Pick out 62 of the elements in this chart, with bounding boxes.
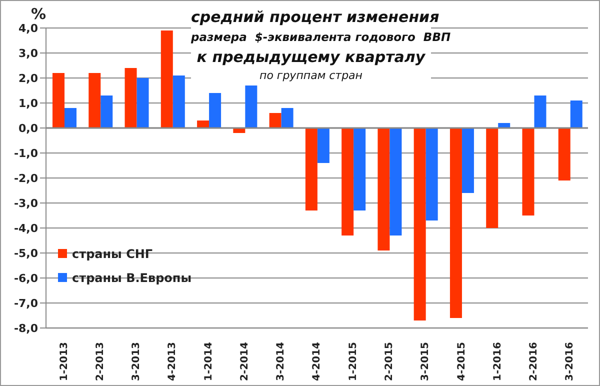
x-tick-label: 4-2015: [456, 342, 468, 381]
y-tick-label: 0,0: [18, 122, 38, 135]
x-tick-label: 3-2016: [564, 342, 576, 381]
x-tick-label: 1-2013: [58, 342, 70, 381]
bar: [534, 96, 546, 128]
y-tick-label: 3,0: [18, 46, 38, 60]
bar: [354, 128, 366, 210]
y-tick-label: 1,0: [18, 96, 38, 110]
x-tick-label: 3-2015: [420, 342, 432, 381]
bar: [486, 128, 498, 228]
x-tick-label: 4-2014: [312, 342, 323, 381]
bar: [522, 128, 534, 216]
x-tick-label: 3-2014: [276, 342, 287, 381]
y-tick-label: -5,0: [14, 246, 38, 260]
y-tick-label: 4,0: [18, 22, 38, 35]
x-tick-label: 1-2014: [203, 342, 214, 381]
x-tick-label: 4-2013: [167, 342, 178, 381]
bar: [100, 96, 113, 128]
bar: [450, 128, 462, 318]
bar: [414, 128, 426, 320]
bar: [558, 128, 570, 180]
bar: [305, 128, 318, 210]
bar: [64, 108, 77, 128]
bar: [124, 68, 137, 128]
y-tick-label: -1,0: [14, 146, 38, 160]
legend-label: страны В.Европы: [71, 270, 193, 287]
bar: [209, 93, 222, 128]
y-tick-label: -3,0: [14, 196, 38, 210]
bar: [378, 128, 390, 250]
chart-title: средний процент изменения размера $-эквивалента годового ВВП к предыдущему кварталу: [191, 7, 451, 67]
bar: [498, 123, 510, 128]
y-tick-label: 2,0: [18, 72, 38, 85]
x-tick-label: 2-2015: [384, 342, 395, 381]
bar: [462, 128, 474, 193]
y-tick-label: -4,0: [14, 222, 38, 235]
bar: [197, 120, 210, 128]
y-tick-label: -2,0: [14, 172, 38, 185]
bar: [245, 86, 258, 128]
x-tick-label: 2-2013: [94, 342, 106, 381]
y-tick-label: -8,0: [14, 322, 38, 335]
bar: [570, 100, 582, 128]
bar: [136, 78, 149, 128]
legend-label: страны СНГ: [71, 246, 154, 263]
bar: [160, 30, 173, 128]
y-tick-label: -7,0: [14, 296, 38, 310]
x-tick-label: 1-2016: [492, 342, 504, 381]
text: по группам стран: [258, 68, 364, 84]
y-tick-label: -6,0: [14, 272, 38, 285]
bar: [52, 73, 65, 128]
bar: [281, 108, 294, 128]
bar: [269, 113, 282, 128]
bar: [172, 76, 185, 128]
x-tick-label: 1-2015: [348, 342, 359, 381]
x-tick-label: 2-2014: [239, 342, 250, 381]
bar: [390, 128, 402, 236]
x-tick-label: 2-2016: [528, 342, 540, 381]
bar: [342, 128, 354, 236]
bar: [88, 73, 101, 128]
x-tick-label: 3-2013: [131, 342, 142, 381]
bar: [317, 128, 330, 163]
bar: [426, 128, 438, 220]
y-axis-title: %: [31, 5, 46, 23]
